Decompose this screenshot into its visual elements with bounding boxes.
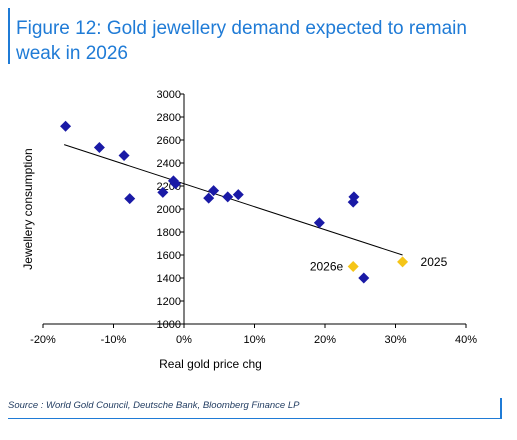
data-point xyxy=(118,150,130,162)
y-tick-label: 1200 xyxy=(157,296,181,308)
x-tick-label: 20% xyxy=(314,334,336,346)
data-point xyxy=(232,189,244,201)
source-note: Source : World Gold Council, Deutsche Ba… xyxy=(8,400,300,411)
y-tick-label: 2000 xyxy=(157,204,181,216)
chart-title: Figure 12: Gold jewellery demand expecte… xyxy=(16,18,467,64)
y-tick-label: 1000 xyxy=(157,319,181,331)
x-tick-label: 40% xyxy=(455,334,477,346)
x-tick-label: 10% xyxy=(243,334,265,346)
scatter-chart: 1000120014001600180020002200240026002800… xyxy=(21,89,477,371)
title-block: Figure 12: Gold jewellery demand expecte… xyxy=(8,8,508,64)
data-point xyxy=(222,191,234,203)
data-point xyxy=(124,193,136,205)
y-tick-label: 1400 xyxy=(157,273,181,285)
y-tick-label: 2800 xyxy=(157,112,181,124)
x-tick-label: 0% xyxy=(176,334,192,346)
highlight-point xyxy=(347,261,359,272)
trendline xyxy=(63,144,403,256)
y-tick-label: 1600 xyxy=(157,250,181,262)
point-label: 2025 xyxy=(421,255,448,269)
data-point xyxy=(203,192,215,204)
x-tick-label: -10% xyxy=(101,334,127,346)
point-label: 2026e xyxy=(310,260,344,274)
footer-rule xyxy=(8,418,502,419)
data-point xyxy=(208,185,220,197)
y-tick-label: 2400 xyxy=(157,158,181,170)
y-axis-label: Jewellery consumption xyxy=(21,148,35,269)
data-point xyxy=(93,141,105,153)
data-point xyxy=(170,178,182,190)
x-axis-label: Real gold price chg xyxy=(159,357,262,371)
x-tick-label: -20% xyxy=(30,334,56,346)
highlight-point xyxy=(397,256,409,268)
data-point xyxy=(157,186,169,198)
data-point xyxy=(60,120,72,132)
y-tick-label: 3000 xyxy=(157,89,181,101)
x-tick-label: 30% xyxy=(384,334,406,346)
data-point xyxy=(313,217,325,229)
data-point xyxy=(348,191,360,203)
data-point xyxy=(358,272,370,284)
y-tick-label: 1800 xyxy=(157,227,181,239)
footer-rule-vertical xyxy=(500,398,502,419)
y-tick-label: 2600 xyxy=(157,135,181,147)
